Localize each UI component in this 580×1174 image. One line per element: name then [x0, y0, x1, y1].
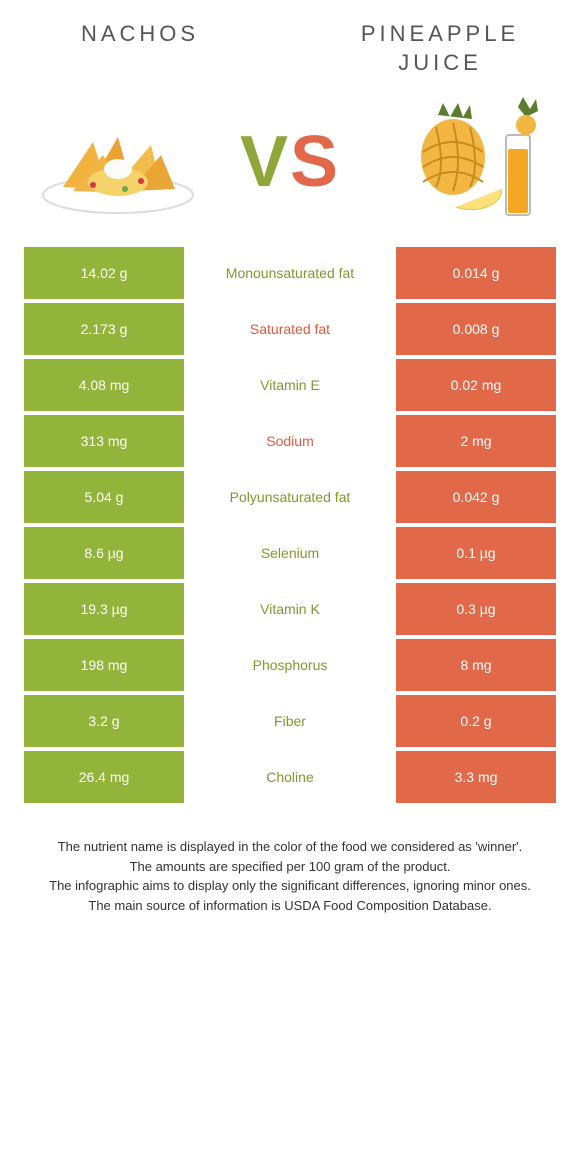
nutrient-label: Selenium	[184, 527, 396, 579]
nutrient-label: Polyunsaturated fat	[184, 471, 396, 523]
table-row: 8.6 µgSelenium0.1 µg	[24, 527, 556, 579]
value-right: 0.008 g	[396, 303, 556, 355]
vs-v: V	[240, 122, 290, 202]
table-row: 3.2 gFiber0.2 g	[24, 695, 556, 747]
nutrient-label: Vitamin E	[184, 359, 396, 411]
comparison-table: 14.02 gMonounsaturated fat0.014 g2.173 g…	[0, 247, 580, 803]
value-left: 3.2 g	[24, 695, 184, 747]
footer-line-2: The amounts are specified per 100 gram o…	[35, 857, 545, 877]
value-right: 0.1 µg	[396, 527, 556, 579]
table-row: 5.04 gPolyunsaturated fat0.042 g	[24, 471, 556, 523]
value-left: 14.02 g	[24, 247, 184, 299]
footer-line-1: The nutrient name is displayed in the co…	[35, 837, 545, 857]
header: Nachos Pineapple Juice	[0, 0, 580, 87]
value-left: 5.04 g	[24, 471, 184, 523]
hero: VS	[0, 87, 580, 247]
nutrient-label: Vitamin K	[184, 583, 396, 635]
vs-label: VS	[205, 126, 375, 198]
footer-line-4: The main source of information is USDA F…	[35, 896, 545, 916]
table-row: 198 mgPhosphorus8 mg	[24, 639, 556, 691]
value-right: 0.014 g	[396, 247, 556, 299]
footer-notes: The nutrient name is displayed in the co…	[0, 807, 580, 935]
nutrient-label: Saturated fat	[184, 303, 396, 355]
nutrient-label: Fiber	[184, 695, 396, 747]
footer-line-3: The infographic aims to display only the…	[35, 876, 545, 896]
value-left: 2.173 g	[24, 303, 184, 355]
value-left: 19.3 µg	[24, 583, 184, 635]
nutrient-label: Phosphorus	[184, 639, 396, 691]
value-left: 26.4 mg	[24, 751, 184, 803]
value-right: 0.2 g	[396, 695, 556, 747]
value-left: 198 mg	[24, 639, 184, 691]
table-row: 14.02 gMonounsaturated fat0.014 g	[24, 247, 556, 299]
table-row: 19.3 µgVitamin K0.3 µg	[24, 583, 556, 635]
nachos-illustration	[30, 102, 205, 222]
table-row: 26.4 mgCholine3.3 mg	[24, 751, 556, 803]
value-left: 313 mg	[24, 415, 184, 467]
table-row: 4.08 mgVitamin E0.02 mg	[24, 359, 556, 411]
value-left: 8.6 µg	[24, 527, 184, 579]
table-row: 313 mgSodium2 mg	[24, 415, 556, 467]
table-row: 2.173 gSaturated fat0.008 g	[24, 303, 556, 355]
value-right: 3.3 mg	[396, 751, 556, 803]
nutrient-label: Choline	[184, 751, 396, 803]
value-right: 8 mg	[396, 639, 556, 691]
value-right: 0.02 mg	[396, 359, 556, 411]
vs-s: S	[290, 122, 340, 202]
title-left: Nachos	[30, 20, 250, 49]
nutrient-label: Monounsaturated fat	[184, 247, 396, 299]
value-right: 0.042 g	[396, 471, 556, 523]
pineapple-juice-illustration	[375, 102, 550, 222]
title-right: Pineapple Juice	[330, 20, 550, 77]
value-right: 0.3 µg	[396, 583, 556, 635]
value-left: 4.08 mg	[24, 359, 184, 411]
nutrient-label: Sodium	[184, 415, 396, 467]
value-right: 2 mg	[396, 415, 556, 467]
